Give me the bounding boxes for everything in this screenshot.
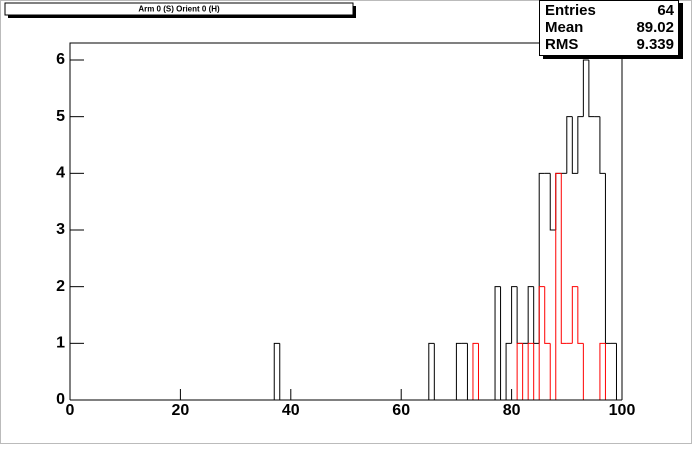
histogram-bin	[505, 342, 512, 400]
stats-box	[539, 0, 679, 56]
stats: Entries 64 Mean 89.02 RMS 9.339	[545, 2, 675, 53]
stats-value: 9.339	[636, 36, 674, 53]
histogram-bin	[428, 342, 435, 400]
y-tick-label: 6	[56, 51, 65, 68]
frame	[69, 42, 540, 400]
stats-label: Mean	[545, 19, 583, 36]
stats-label: RMS	[545, 36, 578, 53]
histogram-bin	[544, 286, 551, 344]
x-tick-label: 60	[392, 402, 410, 419]
y-tick-label: 2	[56, 278, 65, 295]
histogram-bin	[571, 286, 578, 344]
y-tick-label: 3	[56, 221, 65, 238]
stats-label: Entries	[545, 2, 596, 19]
stats-value: 64	[657, 2, 674, 19]
x-tick-label: 0	[66, 402, 75, 419]
histogram-bin	[494, 286, 501, 400]
y-tick-label: 1	[56, 335, 65, 352]
x-tick-label: 80	[503, 402, 521, 419]
chart-title: Arm 0 (S) Orient 0 (H)	[138, 5, 220, 14]
histogram-bin	[599, 342, 606, 400]
x-tick-label: 40	[282, 402, 300, 419]
histogram-bin	[527, 342, 534, 400]
histogram-bin	[582, 59, 589, 117]
histogram-bin	[571, 116, 578, 174]
histogram-bin	[511, 286, 518, 344]
histogram-bin	[599, 116, 606, 174]
histogram-bin	[588, 60, 595, 118]
histogram-bin	[273, 342, 280, 400]
histogram-bin	[566, 116, 573, 174]
title-box	[4, 2, 354, 16]
histogram-bin	[538, 286, 545, 400]
stats-value: 89.02	[636, 19, 674, 36]
histogram-bin	[577, 116, 584, 174]
histogram-bin	[527, 286, 534, 344]
histogram-bin	[577, 286, 584, 344]
x-tick-label: 100	[609, 402, 636, 419]
x-tick-label: 20	[172, 402, 190, 419]
histogram-bin	[516, 342, 523, 400]
histogram-bin	[549, 173, 556, 231]
y-tick-label: 5	[56, 108, 65, 125]
y-tick-label: 0	[56, 391, 65, 408]
histogram-bin	[455, 342, 462, 400]
y-tick-label: 4	[56, 165, 65, 182]
histogram-bin	[555, 172, 562, 400]
histogram-bin	[472, 342, 479, 400]
histogram-bin	[560, 173, 567, 344]
